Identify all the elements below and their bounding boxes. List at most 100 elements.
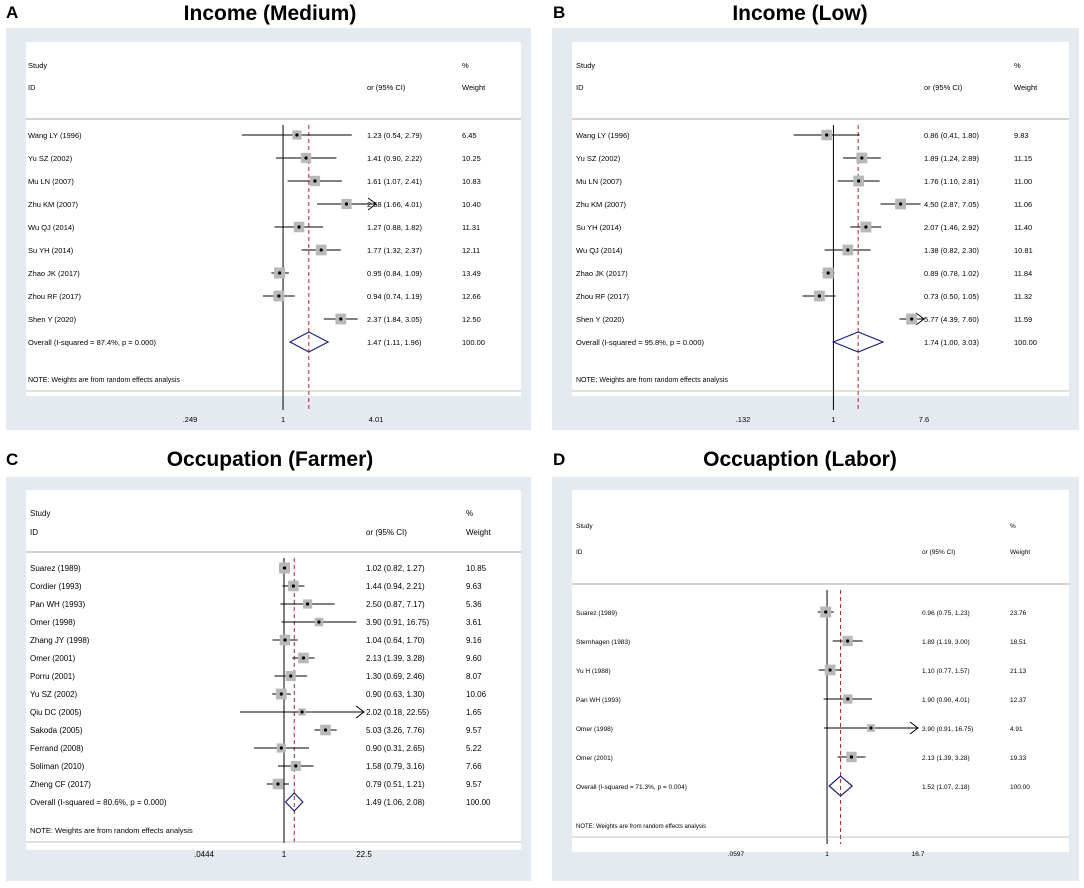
point-estimate xyxy=(297,225,301,229)
axis-tick-label: 1 xyxy=(281,415,285,424)
point-estimate xyxy=(279,746,283,750)
axis-tick-label: .132 xyxy=(736,415,751,424)
study-weight: 8.07 xyxy=(466,672,482,681)
panel-title: Occupation (Farmer) xyxy=(166,448,374,471)
header-percent: % xyxy=(466,509,473,518)
forest-plot-c: Study ID or (95% CI)% Weight Suarez (1989) 1.… xyxy=(26,509,521,859)
study-label: Zhou RF (2017) xyxy=(576,292,629,301)
weights-note: NOTE: Weights are from random effects an… xyxy=(28,377,180,384)
panel-letter: B xyxy=(553,3,566,22)
study-weight: 10.85 xyxy=(466,564,487,573)
forest-plot-panel-a xyxy=(6,28,531,430)
study-or-ci: 1.38 (0.82, 2.30) xyxy=(924,246,980,255)
overall-diamond xyxy=(828,775,854,797)
header-or-ci: or (95% CI) xyxy=(924,83,963,92)
study-or-ci: 0.94 (0.74, 1.19) xyxy=(367,292,423,301)
overall-diamond xyxy=(831,331,885,353)
overall-label: Overall (I-squared = 87.4%, p = 0.000) xyxy=(28,338,156,347)
study-label: Ferrand (2008) xyxy=(30,744,84,753)
study-or-ci: 1.27 (0.88, 1.82) xyxy=(367,223,423,232)
point-estimate xyxy=(291,584,295,588)
point-estimate xyxy=(826,271,830,275)
point-estimate xyxy=(301,656,306,660)
study-weight: 12.50 xyxy=(462,315,481,324)
study-label: Yu H (1988) xyxy=(576,668,611,675)
point-estimate xyxy=(323,728,328,732)
overall-or-ci: 1.52 (1.07, 2.18) xyxy=(922,784,970,791)
point-estimate xyxy=(825,133,829,137)
study-weight: 4.91 xyxy=(1010,726,1023,733)
axis-tick-label: 4.01 xyxy=(369,415,384,424)
overall-label: Overall (I-squared = 95.8%, p = 0.000) xyxy=(576,338,704,347)
study-or-ci: 5.77 (4.39, 7.60) xyxy=(924,315,980,324)
study-or-ci: 0.73 (0.50, 1.05) xyxy=(924,292,980,301)
study-weight: 11.31 xyxy=(462,223,480,232)
point-estimate xyxy=(857,179,861,183)
header-id: ID xyxy=(28,83,36,92)
axis-tick-label: 7.6 xyxy=(919,415,929,424)
point-estimate xyxy=(910,317,914,321)
point-estimate xyxy=(339,317,343,321)
axis-tick-label: 22.5 xyxy=(356,850,372,859)
study-weight: 12.11 xyxy=(462,246,480,255)
study-weight: 5.36 xyxy=(466,600,482,609)
weights-note: NOTE: Weights are from random effects an… xyxy=(30,826,193,835)
study-or-ci: 2.37 (1.84, 3.05) xyxy=(367,315,423,324)
study-label: Shen Y (2020) xyxy=(28,315,77,324)
study-or-ci: 0.95 (0.84, 1.09) xyxy=(367,269,423,278)
overall-label: Overall (I-squared = 80.6%, p = 0.000) xyxy=(30,798,167,807)
header-weight: Weight xyxy=(466,528,492,537)
study-or-ci: 1.41 (0.90, 2.22) xyxy=(367,154,423,163)
study-label: Yu SZ (2002) xyxy=(30,690,77,699)
header-id: ID xyxy=(576,83,584,92)
study-or-ci: 1.77 (1.32, 2.37) xyxy=(367,246,423,255)
study-label: Porru (2001) xyxy=(30,672,75,681)
panel-letter: D xyxy=(553,450,566,469)
axis-tick-label: .249 xyxy=(183,415,198,424)
header-study: Study xyxy=(30,509,50,518)
axis-tick-label: 1 xyxy=(825,851,829,858)
point-estimate xyxy=(864,225,868,229)
axis-tick-label: .0444 xyxy=(194,850,215,859)
point-estimate xyxy=(319,248,323,252)
plot-region xyxy=(26,490,521,850)
header-id: ID xyxy=(30,528,38,537)
point-estimate xyxy=(278,271,282,275)
plot-region xyxy=(26,42,521,396)
study-label: Sternhagen (1983) xyxy=(576,639,630,646)
study-weight: 5.22 xyxy=(466,744,482,753)
study-weight: 7.66 xyxy=(466,762,482,771)
study-weight: 11.40 xyxy=(1014,223,1032,232)
header-percent: % xyxy=(1014,61,1021,70)
header-weight: Weight xyxy=(1010,549,1030,556)
study-or-ci: 2.02 (0.18, 22.55) xyxy=(366,708,429,717)
header-or-ci: or (95% CI) xyxy=(366,528,407,537)
study-label: Pan WH (1993) xyxy=(576,697,621,704)
header-or-ci: or (95% CI) xyxy=(367,83,406,92)
study-label: Omer (1998) xyxy=(576,726,613,733)
point-estimate xyxy=(283,638,287,642)
study-label: Zhao JK (2017) xyxy=(576,269,628,278)
study-weight: 9.60 xyxy=(466,654,482,663)
weights-note: NOTE: Weights are from random effects an… xyxy=(576,824,706,830)
point-estimate xyxy=(898,202,903,206)
study-label: Wu QJ (2014) xyxy=(576,246,623,255)
point-estimate xyxy=(817,294,821,298)
overall-or-ci: 1.49 (1.06, 2.08) xyxy=(366,798,425,807)
plot-region xyxy=(572,490,1069,852)
study-or-ci: 1.30 (0.69, 2.46) xyxy=(366,672,425,681)
study-or-ci: 1.90 (0.90, 4.01) xyxy=(922,697,970,704)
header-percent: % xyxy=(1010,523,1016,530)
header-percent: % xyxy=(462,61,469,70)
study-weight: 11.84 xyxy=(1014,269,1032,278)
forest-plot-panel-b xyxy=(552,28,1079,430)
study-weight: 9.57 xyxy=(466,726,482,735)
overall-or-ci: 1.74 (1.00, 3.03) xyxy=(924,338,980,347)
overall-weight: 100.00 xyxy=(466,798,491,807)
forest-plot-a: Study ID or (95% CI)% Weight Wang LY (1996) 1… xyxy=(26,61,521,424)
study-weight: 21.13 xyxy=(1010,668,1027,675)
overall-weight: 100.00 xyxy=(1010,784,1030,791)
study-or-ci: 1.02 (0.82, 1.27) xyxy=(366,564,425,573)
study-label: Wang LY (1996) xyxy=(28,131,82,140)
point-estimate xyxy=(846,639,850,643)
